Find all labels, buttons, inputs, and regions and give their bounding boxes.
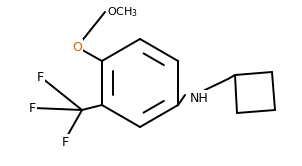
Text: F: F xyxy=(28,101,36,115)
Text: F: F xyxy=(61,135,69,149)
Text: O: O xyxy=(72,41,82,53)
Text: F: F xyxy=(37,71,43,83)
Text: NH: NH xyxy=(190,91,209,105)
Text: OCH$_3$: OCH$_3$ xyxy=(107,5,138,19)
